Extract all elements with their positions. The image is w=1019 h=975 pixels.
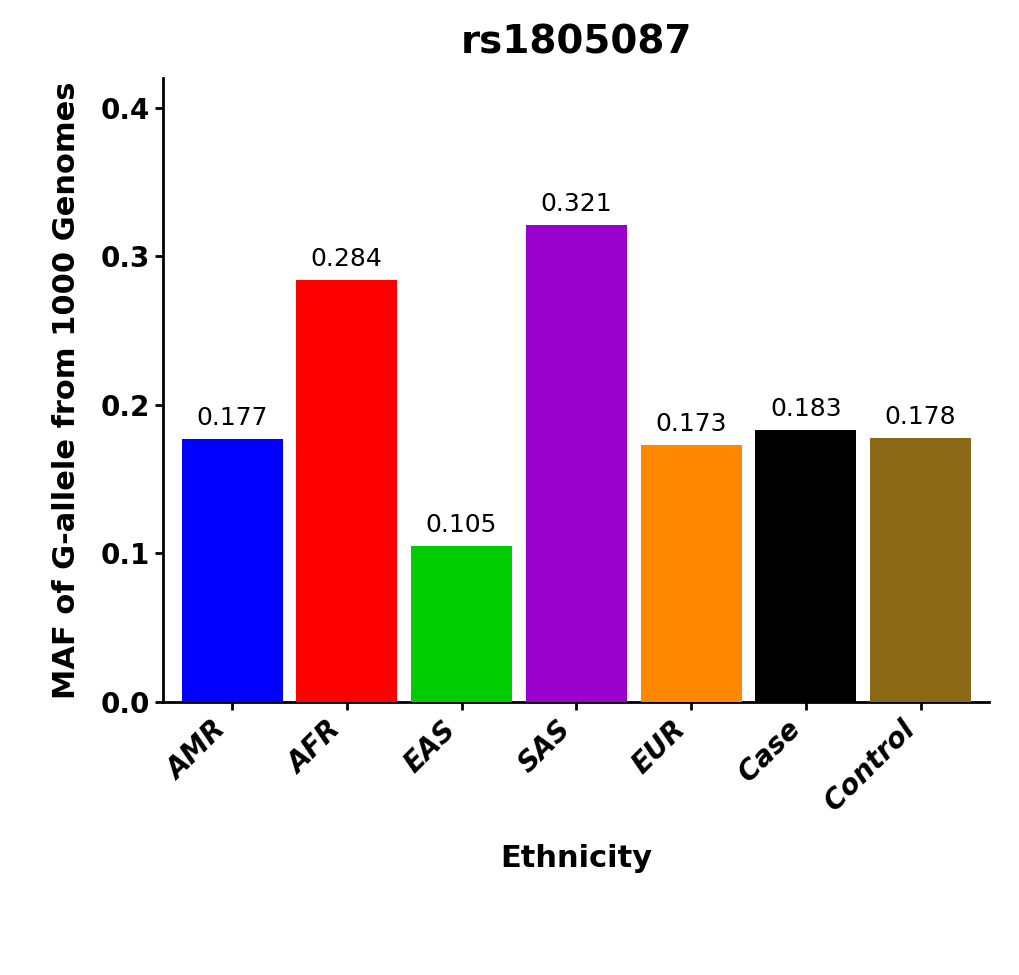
Text: 0.321: 0.321 xyxy=(540,192,611,216)
Text: 0.178: 0.178 xyxy=(883,405,956,429)
Text: 0.105: 0.105 xyxy=(426,513,496,537)
Bar xyxy=(526,225,626,702)
Y-axis label: MAF of G-allele from 1000 Genomes: MAF of G-allele from 1000 Genomes xyxy=(52,81,82,699)
Text: 0.173: 0.173 xyxy=(654,412,727,436)
Text: 0.183: 0.183 xyxy=(769,397,841,421)
X-axis label: Ethnicity: Ethnicity xyxy=(499,844,652,873)
Title: rs1805087: rs1805087 xyxy=(461,23,691,61)
Bar xyxy=(640,445,741,702)
Bar xyxy=(869,438,970,702)
Bar xyxy=(754,430,856,702)
Bar xyxy=(181,439,282,702)
Text: 0.177: 0.177 xyxy=(196,407,268,430)
Text: 0.284: 0.284 xyxy=(311,247,382,271)
Bar xyxy=(296,280,397,702)
Bar xyxy=(411,546,512,702)
